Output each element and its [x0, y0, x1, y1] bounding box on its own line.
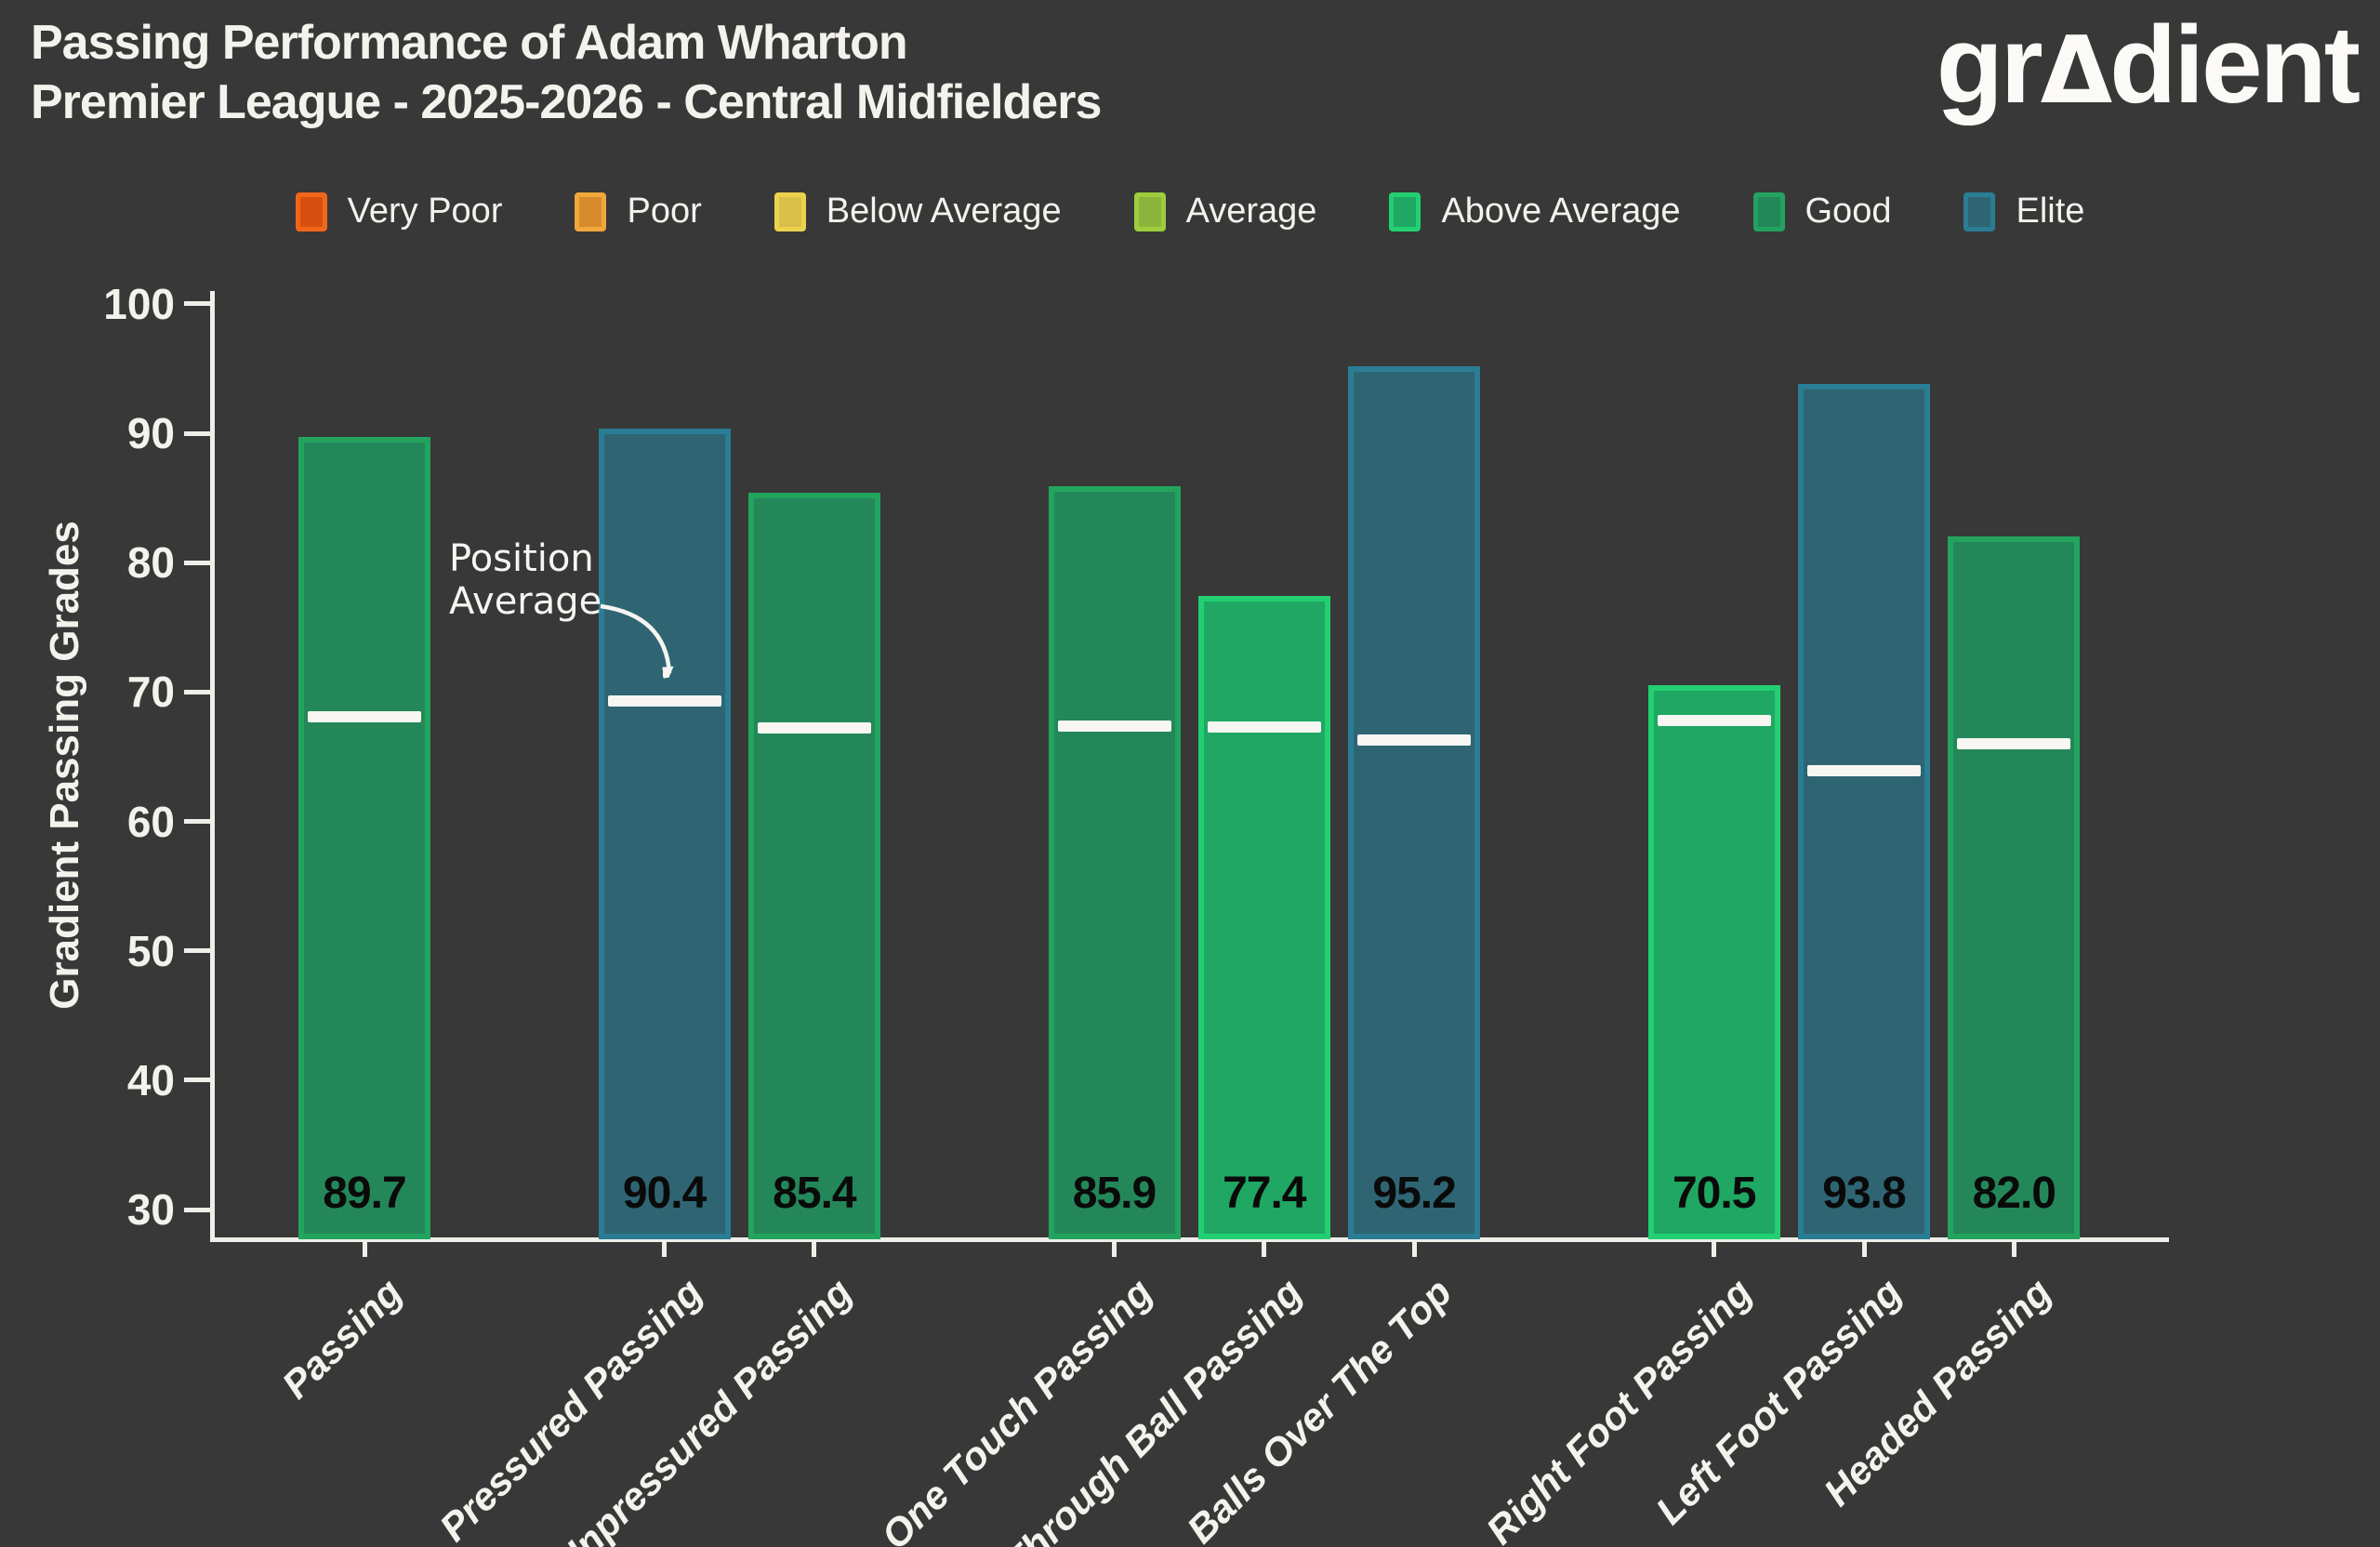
bar [1348, 365, 1481, 1239]
legend-swatch-icon [774, 192, 806, 231]
x-tick-mark [812, 1242, 817, 1257]
y-tick-label: 70 [126, 668, 175, 717]
x-tick-mark [1112, 1242, 1117, 1257]
legend-swatch-icon [1752, 192, 1785, 231]
legend-swatch-icon [575, 192, 607, 231]
legend-item: Very Poor [295, 192, 503, 231]
position-average-line [757, 722, 871, 734]
legend-label: Elite [2016, 192, 2085, 231]
y-tick-label: 90 [126, 409, 175, 458]
legend-label: Below Average [826, 192, 1062, 231]
chart-title: Passing Performance of Adam Wharton [31, 16, 908, 70]
logo-text-pre: gr [1936, 4, 2043, 126]
chart-subtitle: Premier League - 2025-2026 - Central Mid… [31, 75, 1102, 129]
bar [747, 493, 880, 1239]
legend-label: Very Poor [347, 192, 503, 231]
annotation-line-1: Position [449, 537, 594, 580]
y-tick-mark [184, 1207, 210, 1212]
position-average-line [1207, 721, 1321, 733]
x-tick-label: Passing [273, 1270, 411, 1408]
bar [1197, 596, 1330, 1239]
annotation-line-2: Average [449, 580, 602, 623]
x-tick-mark [362, 1242, 367, 1257]
y-tick-mark [184, 430, 210, 436]
bar-value-label: 70.5 [1672, 1169, 1756, 1218]
legend-label: Average [1185, 192, 1317, 231]
bar-value-label: 95.2 [1372, 1169, 1456, 1218]
legend-item: Good [1752, 192, 1892, 231]
y-tick-mark [184, 1078, 210, 1083]
y-tick-mark [184, 689, 210, 694]
position-average-line [607, 695, 721, 707]
x-tick-mark [1712, 1242, 1717, 1257]
position-average-line [308, 710, 421, 722]
legend-item: Above Average [1389, 192, 1681, 231]
bar-value-label: 85.9 [1072, 1169, 1157, 1218]
legend-label: Above Average [1441, 192, 1681, 231]
x-tick-mark [2011, 1242, 2016, 1257]
position-average-line [1357, 734, 1472, 746]
legend: Very Poor Poor Below Average Average Above A… [0, 192, 2380, 231]
legend-swatch-icon [1133, 192, 1166, 231]
bar-value-label: 93.8 [1822, 1169, 1906, 1218]
bar-value-label: 77.4 [1223, 1169, 1306, 1218]
logo-text-post: dient [2109, 4, 2360, 126]
legend-swatch-icon [1389, 192, 1421, 231]
bar [1948, 536, 2081, 1239]
y-tick-label: 60 [126, 797, 175, 846]
gradient-logo: grΔdient [1936, 2, 2360, 128]
bar [1048, 486, 1181, 1239]
legend-label: Poor [627, 192, 702, 231]
position-average-line [1057, 720, 1171, 732]
bar-value-label: 85.4 [773, 1169, 856, 1218]
logo-triangle-icon: Δ [2040, 16, 2112, 125]
y-tick-mark [184, 560, 210, 565]
legend-swatch-icon [295, 192, 327, 231]
bar [598, 428, 731, 1239]
y-tick-label: 30 [126, 1185, 175, 1234]
position-average-line [1957, 738, 2071, 750]
y-tick-label: 80 [126, 538, 175, 588]
legend-item: Average [1133, 192, 1317, 231]
x-tick-mark [1861, 1242, 1867, 1257]
x-tick-mark [1411, 1242, 1417, 1257]
x-tick-mark [1262, 1242, 1267, 1257]
legend-item: Poor [575, 192, 702, 231]
legend-label: Good [1805, 192, 1892, 231]
y-tick-mark [184, 948, 210, 954]
x-axis-spine [210, 1237, 2169, 1242]
y-tick-label: 100 [103, 279, 175, 328]
position-average-line [1807, 765, 1921, 777]
y-tick-mark [184, 819, 210, 825]
y-axis-label: Gradient Passing Grades [42, 521, 87, 1010]
legend-item: Elite [1964, 192, 2084, 231]
x-tick-mark [662, 1242, 668, 1257]
bar-value-label: 90.4 [622, 1169, 707, 1218]
y-tick-label: 50 [126, 926, 175, 975]
position-average-line [1657, 715, 1771, 727]
bar-value-label: 82.0 [1972, 1169, 2056, 1218]
legend-swatch-icon [1964, 192, 1996, 231]
legend-item: Below Average [774, 192, 1062, 231]
bar [1798, 384, 1930, 1239]
y-axis-spine [210, 291, 215, 1242]
y-tick-mark [184, 301, 210, 307]
bar [1647, 685, 1780, 1239]
bar [298, 437, 430, 1239]
position-average-annotation: Position Average [449, 537, 602, 623]
y-tick-label: 40 [126, 1055, 175, 1104]
bar-value-label: 89.7 [323, 1169, 406, 1218]
